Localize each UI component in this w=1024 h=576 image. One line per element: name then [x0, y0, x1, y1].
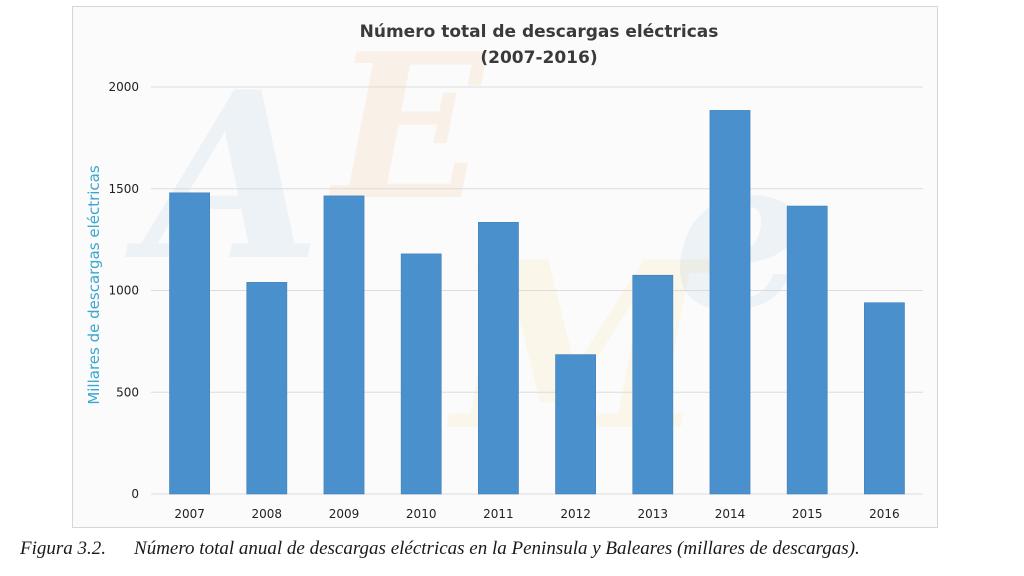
figure-caption-text: Número total anual de descargas eléctric… [134, 538, 860, 559]
y-tick-label: 0 [131, 487, 139, 501]
x-tick-label: 2012 [560, 507, 591, 521]
x-tick-label: 2009 [329, 507, 360, 521]
x-tick-label: 2011 [483, 507, 514, 521]
x-tick-label: 2007 [174, 507, 205, 521]
bars [169, 110, 905, 495]
bar-2009 [323, 195, 365, 495]
chart-title: Número total de descargas eléctricas [360, 22, 719, 42]
figure-number: Figura 3.2. [20, 538, 107, 559]
bar-2011 [478, 222, 519, 495]
watermark-glyph: A [125, 42, 321, 312]
x-tick-label: 2016 [869, 507, 900, 521]
bar-2016 [864, 302, 905, 495]
y-tick-label: 500 [116, 385, 139, 399]
watermark: AEMe [125, 10, 807, 482]
y-tick-label: 1000 [108, 284, 139, 298]
bar-2013 [632, 274, 674, 495]
y-tick-label: 1500 [108, 182, 139, 196]
y-tick-label: 2000 [108, 80, 139, 94]
y-axis-label: Millares de descargas eléctricas [85, 165, 103, 405]
x-tick-label: 2014 [715, 507, 746, 521]
x-axis-ticks: 2007 2008 2009 2010 2011 2012 2013 2014 2015 2016 [174, 507, 899, 521]
x-tick-label: 2008 [252, 507, 283, 521]
figure-caption: Figura 3.2. Número total anual de descarg… [20, 538, 1020, 560]
y-axis-ticks: 0 500 1000 1500 2000 [108, 80, 139, 501]
x-tick-label: 2010 [406, 507, 437, 521]
bar-2012 [555, 354, 596, 495]
bar-2007 [169, 192, 210, 495]
bar-2008 [246, 282, 288, 495]
bar-2015 [786, 205, 828, 495]
bar-2010 [400, 253, 442, 495]
x-tick-label: 2015 [792, 507, 823, 521]
bar-2014 [709, 110, 751, 495]
x-tick-label: 2013 [638, 507, 669, 521]
chart-subtitle: (2007-2016) [480, 48, 597, 68]
